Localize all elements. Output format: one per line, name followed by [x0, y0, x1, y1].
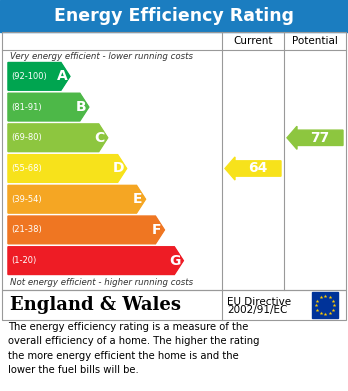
- Text: G: G: [170, 254, 181, 268]
- Text: The energy efficiency rating is a measure of the
overall efficiency of a home. T: The energy efficiency rating is a measur…: [8, 322, 260, 375]
- Text: (39-54): (39-54): [11, 195, 42, 204]
- Polygon shape: [8, 124, 108, 152]
- Text: C: C: [95, 131, 105, 145]
- Text: F: F: [152, 223, 161, 237]
- Polygon shape: [8, 63, 70, 90]
- Text: 64: 64: [248, 161, 268, 176]
- Text: England & Wales: England & Wales: [10, 296, 181, 314]
- Polygon shape: [225, 157, 281, 180]
- Text: (92-100): (92-100): [11, 72, 47, 81]
- Text: (69-80): (69-80): [11, 133, 42, 142]
- Bar: [2, 32, 346, 290]
- Polygon shape: [8, 185, 145, 213]
- Text: (1-20): (1-20): [11, 256, 36, 265]
- Text: Not energy efficient - higher running costs: Not energy efficient - higher running co…: [10, 278, 193, 287]
- Polygon shape: [8, 155, 127, 182]
- Text: (81-91): (81-91): [11, 102, 42, 111]
- Text: EU Directive: EU Directive: [227, 297, 291, 307]
- Bar: [312, 292, 338, 318]
- Polygon shape: [287, 126, 343, 149]
- Text: 77: 77: [310, 131, 330, 145]
- Text: D: D: [113, 161, 124, 176]
- Text: E: E: [133, 192, 142, 206]
- Polygon shape: [8, 247, 183, 274]
- Text: (21-38): (21-38): [11, 226, 42, 235]
- Text: (55-68): (55-68): [11, 164, 42, 173]
- Bar: [0, 0, 348, 32]
- Text: Very energy efficient - lower running costs: Very energy efficient - lower running co…: [10, 52, 193, 61]
- Text: A: A: [57, 69, 67, 83]
- Text: Energy Efficiency Rating: Energy Efficiency Rating: [54, 7, 294, 25]
- Polygon shape: [8, 93, 89, 121]
- Text: Potential: Potential: [292, 36, 338, 46]
- Text: B: B: [76, 100, 86, 114]
- Polygon shape: [8, 216, 165, 244]
- Text: Current: Current: [233, 36, 273, 46]
- Text: 2002/91/EC: 2002/91/EC: [227, 305, 287, 315]
- Bar: [2, 290, 346, 320]
